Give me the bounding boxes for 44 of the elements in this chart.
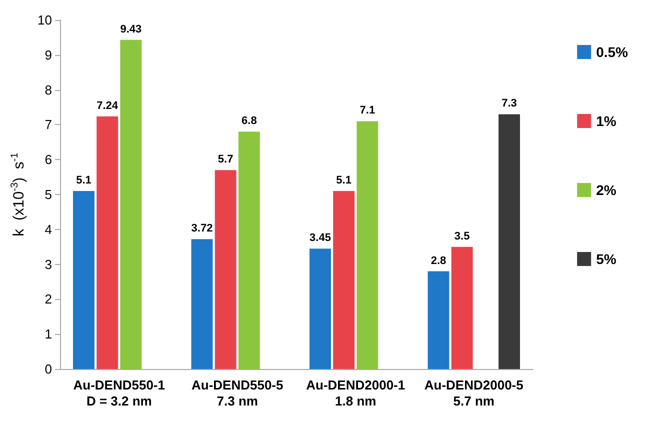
y-tick-label: 6 [44, 152, 52, 168]
legend-label: 0.5% [596, 44, 629, 60]
y-tick-label: 4 [44, 222, 52, 237]
y-tick-label: 2 [44, 292, 52, 307]
x-tick-label: Au-DEND550-1 D = 3.2 nm [73, 378, 165, 408]
data-label: 3.72 [191, 222, 213, 235]
y-tick-label: 5 [44, 187, 52, 202]
legend-label: 5% [596, 251, 617, 267]
y-tick-label: 8 [44, 82, 52, 98]
data-label: 2.8 [430, 254, 446, 267]
x-tick-label: Au-DEND2000-5 5.7 nm [424, 378, 524, 408]
data-label: 9.43 [120, 23, 142, 36]
bar [238, 132, 260, 369]
bar [451, 246, 473, 369]
bar [96, 116, 118, 369]
x-tick-label: Au-DEND2000-1 1.8 nm [306, 378, 406, 408]
data-label: 7.24 [96, 100, 119, 112]
y-axis-title: k (x10-3) s-1 [10, 152, 28, 236]
y-tick-label: 9 [44, 47, 52, 62]
data-label: 5.7 [218, 154, 234, 166]
bar [310, 248, 331, 369]
x-tick-label: Au-DEND550-5 7.3 nm [192, 378, 284, 408]
legend-label: 2% [596, 182, 617, 198]
y-tick-label: 10 [38, 12, 52, 28]
data-label: 6.8 [242, 115, 257, 128]
bar [428, 271, 450, 369]
y-tick-label: 7 [44, 117, 52, 132]
bar [214, 170, 236, 369]
bar [498, 114, 520, 369]
bar [73, 191, 94, 369]
bar [191, 239, 213, 369]
y-tick-label: 0 [44, 362, 52, 376]
y-tick-label: 1 [44, 326, 52, 342]
data-label: 3.5 [454, 230, 470, 242]
bar [120, 40, 142, 369]
data-label: 5.1 [336, 174, 352, 187]
y-tick-label: 3 [44, 256, 52, 272]
data-label: 3.45 [310, 232, 331, 244]
data-label: 5.1 [76, 174, 92, 187]
data-label: 7.1 [360, 104, 376, 117]
data-label: 7.3 [502, 98, 517, 110]
bar [356, 121, 378, 369]
bar [333, 191, 355, 369]
legend-label: 1% [596, 113, 617, 129]
